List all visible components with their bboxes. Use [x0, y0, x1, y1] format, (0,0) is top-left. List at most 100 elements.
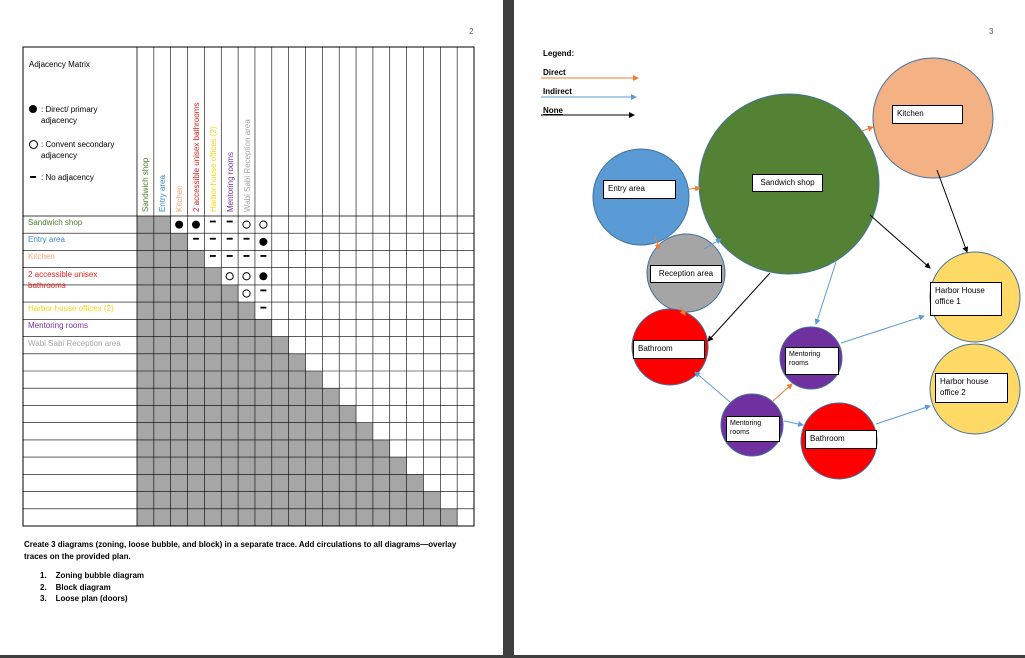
matrix-shaded-cell	[305, 474, 323, 492]
arrow-entry-to-shop	[688, 185, 701, 192]
matrix-shaded-cell	[137, 388, 154, 406]
matrix-shaded-cell	[356, 491, 373, 509]
matrix-shaded-cell	[221, 371, 239, 389]
matrix-shaded-cell	[389, 474, 407, 492]
matrix-shaded-cell	[356, 439, 373, 458]
arrow-shop-to-bathroom	[707, 272, 771, 342]
arrow-reception-to-bathroom	[679, 306, 686, 316]
arrow-mentoring-to-mentoring	[772, 383, 793, 402]
kitchen-label: Kitchen	[892, 105, 963, 124]
matrix-shaded-cell	[339, 474, 357, 492]
matrix-shaded-cell	[204, 267, 222, 285]
matrix-shaded-cell	[254, 353, 272, 371]
page-number: 3	[989, 27, 994, 36]
secondary-adjacency-symbol	[242, 220, 251, 229]
matrix-shaded-cell	[204, 474, 222, 492]
matrix-shaded-cell	[170, 284, 188, 303]
no-adjacency-symbol	[192, 237, 199, 240]
matrix-shaded-cell	[153, 474, 171, 492]
matrix-shaded-cell	[137, 216, 154, 234]
matrix-shaded-cell	[406, 508, 424, 526]
matrix-shaded-cell	[137, 439, 154, 458]
matrix-shaded-cell	[153, 284, 171, 303]
matrix-shaded-cell	[137, 319, 154, 337]
adjacency-matrix	[22, 46, 475, 527]
matrix-shaded-cell	[372, 439, 390, 458]
matrix-shaded-cell	[204, 457, 222, 475]
matrix-shaded-cell	[238, 302, 255, 320]
matrix-shaded-cell	[204, 371, 222, 389]
matrix-shaded-cell	[288, 508, 306, 526]
instructions-text: Create 3 diagrams (zoning, loose bubble,…	[24, 540, 457, 561]
matrix-row-label: Harbor house offices (2)	[28, 304, 114, 314]
secondary-adjacency-symbol	[242, 272, 251, 281]
matrix-shaded-cell	[221, 422, 239, 440]
matrix-shaded-cell	[305, 388, 323, 406]
harbor-office-1-label: Harbor House office 1	[930, 282, 1002, 316]
matrix-shaded-cell	[440, 508, 458, 526]
open-circle-icon	[29, 140, 38, 149]
matrix-shaded-cell	[204, 353, 222, 371]
arrow-mentoring-to-bathroom-2	[783, 420, 804, 427]
arrow-shop-to-kitchen	[861, 125, 874, 132]
matrix-shaded-cell	[288, 388, 306, 406]
matrix-shaded-cell	[288, 371, 306, 389]
secondary-adjacency-symbol	[242, 289, 251, 298]
matrix-shaded-cell	[170, 353, 188, 371]
no-adjacency-symbol	[226, 237, 233, 240]
matrix-shaded-cell	[356, 508, 373, 526]
no-adjacency-symbol	[226, 220, 233, 223]
matrix-shaded-cell	[221, 319, 239, 337]
matrix-shaded-cell	[137, 405, 154, 423]
page-3: 3 Legend: Direct Indirect None	[514, 0, 1025, 655]
matrix-shaded-cell	[153, 267, 171, 285]
matrix-shaded-cell	[204, 284, 222, 303]
matrix-shaded-cell	[288, 474, 306, 492]
matrix-shaded-cell	[137, 250, 154, 268]
direct-adjacency-symbol	[259, 237, 268, 246]
no-adjacency-symbol	[209, 255, 216, 257]
matrix-shaded-cell	[187, 508, 205, 526]
no-adjacency-symbol	[260, 255, 267, 257]
matrix-legend-none: : No adjacency	[29, 172, 134, 183]
matrix-shaded-cell	[153, 457, 171, 475]
arrow-mentoring-to-office	[840, 314, 925, 344]
secondary-adjacency-symbol	[225, 272, 234, 281]
matrix-shaded-cell	[137, 233, 154, 251]
matrix-row-label: Entry area	[28, 235, 65, 245]
no-adjacency-symbol	[209, 237, 216, 240]
matrix-row-label: Wabi Sabi Reception area	[28, 338, 121, 348]
no-adjacency-symbol	[226, 255, 233, 257]
arrow-shop-to-office	[869, 214, 931, 269]
matrix-shaded-cell	[254, 439, 272, 458]
matrix-shaded-cell	[339, 457, 357, 475]
no-adjacency-symbol	[243, 255, 250, 257]
bathroom-1-label: Bathroom	[633, 340, 705, 359]
legend-secondary-label: : Convent secondary adjacency	[41, 140, 115, 160]
matrix-shaded-cell	[238, 319, 255, 337]
matrix-shaded-cell	[423, 491, 441, 509]
matrix-title: Adjacency Matrix	[29, 60, 90, 69]
entry-area-label: Entry area	[603, 180, 676, 199]
matrix-shaded-cell	[238, 439, 255, 458]
matrix-shaded-cell	[356, 457, 373, 475]
matrix-shaded-cell	[187, 319, 205, 337]
reception-area-label: Reception area	[650, 265, 722, 283]
matrix-shaded-cell	[221, 457, 239, 475]
matrix-shaded-cell	[137, 491, 154, 509]
page-number: 2	[469, 27, 474, 36]
matrix-shaded-cell	[238, 422, 255, 440]
matrix-shaded-cell	[221, 336, 239, 354]
matrix-shaded-cell	[221, 491, 239, 509]
matrix-shaded-cell	[221, 302, 239, 320]
matrix-shaded-cell	[204, 405, 222, 423]
mentoring-2-label: Mentoring rooms	[726, 416, 780, 442]
matrix-shaded-cell	[153, 233, 171, 251]
matrix-shaded-cell	[305, 439, 323, 458]
matrix-shaded-cell	[137, 474, 154, 492]
harbor-office-2-label: Harbor house office 2	[935, 373, 1008, 403]
matrix-column-label: Wabi Sabi Reception area	[242, 119, 252, 212]
matrix-shaded-cell	[254, 371, 272, 389]
matrix-shaded-cell	[170, 250, 188, 268]
direct-adjacency-symbol	[175, 220, 184, 229]
